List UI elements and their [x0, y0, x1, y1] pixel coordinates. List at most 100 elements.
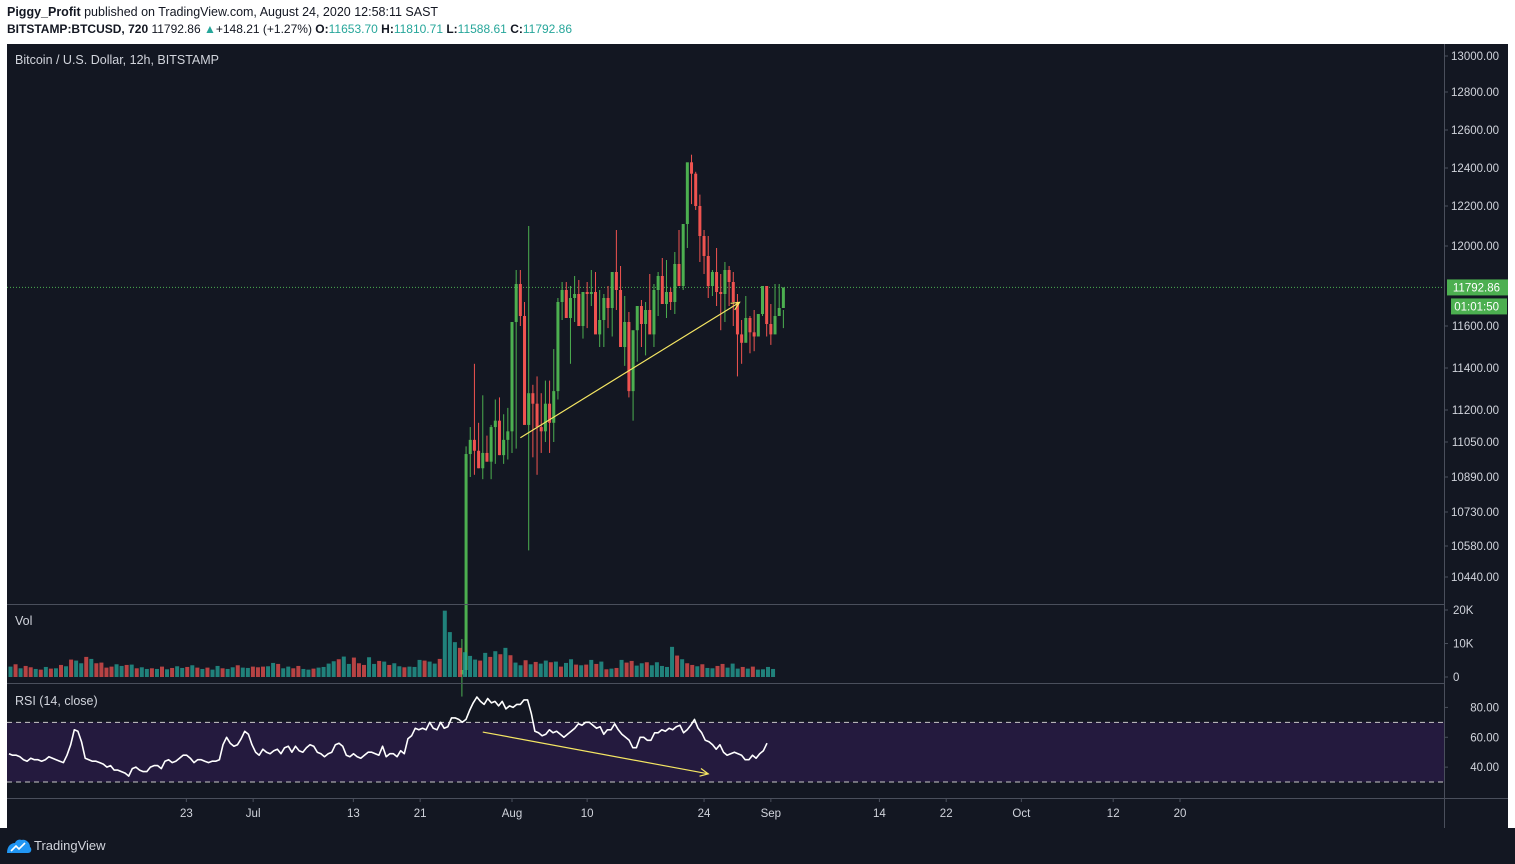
candle-body — [765, 286, 769, 324]
volume-bar — [346, 663, 351, 677]
volume-bar — [584, 664, 589, 677]
candle-body — [673, 264, 677, 302]
volume-bar — [59, 664, 63, 677]
volume-bar — [372, 663, 377, 677]
candle-body — [623, 322, 627, 347]
candle-body — [535, 403, 539, 428]
price-tick-label: 11200.00 — [1452, 405, 1499, 417]
volume-bar — [291, 668, 296, 677]
volume-bar — [124, 664, 129, 677]
volume-bar — [442, 610, 447, 677]
volume-bar — [215, 665, 220, 677]
volume-bar — [685, 663, 690, 677]
volume-bar — [771, 668, 776, 677]
time-tick-label: 22 — [940, 808, 953, 820]
candle-body — [664, 292, 668, 304]
volume-bar — [478, 660, 483, 677]
time-tick-label: Jul — [246, 808, 261, 820]
volume-bar — [690, 664, 695, 677]
volume-bar — [483, 652, 488, 677]
chart-canvas[interactable]: 13000.00 12800.00 12600.00 12400.00 12200.00… — [7, 44, 1508, 828]
volume-bar — [710, 668, 715, 677]
volume-bar — [387, 664, 392, 677]
volume-bar — [255, 667, 260, 677]
volume-bar — [427, 661, 432, 677]
volume-bar — [306, 669, 311, 677]
candle-body — [635, 306, 639, 331]
volume-bar — [240, 667, 245, 677]
volume-bar — [53, 668, 58, 677]
volume-bar — [266, 666, 271, 677]
volume-tick-label: 20K — [1453, 605, 1474, 617]
chart-frame[interactable]: 13000.00 12800.00 12600.00 12400.00 12200.00… — [7, 44, 1508, 828]
candle-body — [514, 284, 518, 322]
time-tick-label: 20 — [1174, 808, 1187, 820]
candle-body — [531, 393, 535, 404]
volume-bar — [104, 667, 109, 677]
candle-body — [523, 316, 527, 425]
volume-bar — [407, 666, 412, 677]
price-tick-label: 12200.00 — [1451, 201, 1499, 213]
candle-body — [660, 276, 664, 304]
candle-body — [723, 270, 727, 294]
volume-bar — [129, 664, 134, 677]
time-tick-label: 21 — [414, 808, 427, 820]
time-tick-label: Oct — [1012, 808, 1031, 820]
tradingview-logo-icon[interactable] — [6, 838, 32, 854]
volume-bar — [392, 663, 397, 677]
volume-bar — [720, 663, 725, 677]
candle-body — [781, 287, 785, 308]
candle-body — [577, 294, 581, 326]
volume-bar — [114, 664, 119, 677]
candle-body — [468, 439, 472, 455]
volume-bar — [589, 659, 594, 677]
candle-body — [648, 310, 652, 335]
candle-body — [669, 292, 673, 302]
candle-body — [493, 420, 497, 428]
countdown-label: 01:01:50 — [1454, 301, 1499, 313]
candle-body — [681, 224, 685, 286]
candle-body — [506, 431, 510, 440]
volume-bar — [79, 663, 84, 677]
volume-bar — [362, 664, 366, 677]
price-tick-label: 10580.00 — [1451, 541, 1499, 553]
volume-bar — [281, 668, 286, 677]
volume-bar — [326, 663, 331, 677]
author-name[interactable]: Piggy_Profit — [7, 5, 81, 19]
open-value: 11653.70 — [328, 22, 378, 36]
volume-bar — [119, 665, 124, 677]
candle-body — [619, 290, 623, 347]
candle-body — [497, 420, 501, 456]
price-trendline-arrowhead — [730, 301, 741, 311]
last-price: 11792.86 — [151, 22, 201, 36]
candle-body — [602, 298, 606, 320]
volume-bar — [64, 666, 69, 677]
volume-bar — [412, 666, 417, 677]
candle-body — [581, 292, 585, 326]
volume-bar — [84, 656, 89, 677]
candle-body — [548, 403, 552, 423]
price-tick-label: 12800.00 — [1451, 87, 1499, 99]
time-tick-label: 13 — [347, 808, 360, 820]
candle-body — [481, 452, 485, 469]
volume-bar — [316, 667, 321, 677]
volume-bar — [356, 663, 361, 677]
volume-bar — [518, 665, 523, 677]
volume-bar — [154, 668, 159, 677]
candle-body — [702, 236, 706, 256]
volume-bar — [740, 666, 745, 677]
tradingview-brand[interactable]: TradingView — [34, 838, 106, 853]
volume-bar — [230, 667, 235, 677]
volume-bar — [624, 662, 629, 677]
volume-bar — [548, 662, 553, 677]
volume-bar — [569, 659, 574, 677]
volume-bar — [74, 660, 79, 677]
volume-bar — [543, 660, 548, 677]
candle-body — [606, 298, 610, 308]
volume-bar — [447, 632, 452, 677]
candle-body — [652, 290, 656, 335]
rsi-band-background — [7, 722, 1444, 783]
volume-bar — [735, 668, 740, 677]
volume-bar — [760, 669, 765, 677]
price-tick-label: 13000.00 — [1451, 51, 1499, 63]
